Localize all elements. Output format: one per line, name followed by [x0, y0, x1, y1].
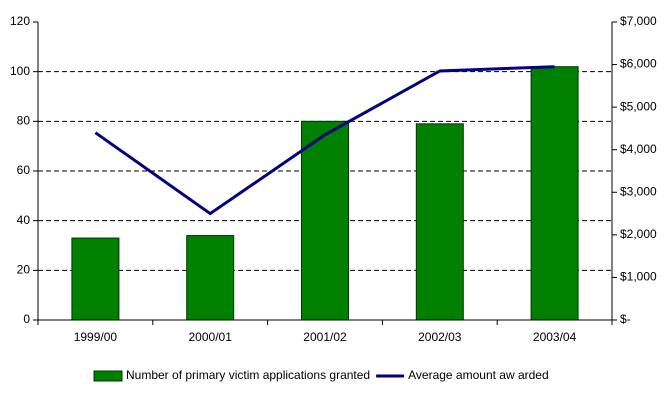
y-tick-label: 40 [17, 213, 31, 227]
line [94, 65, 555, 216]
x-tick-label: 2001/02 [303, 330, 347, 344]
y2-tick-label: $3,000 [620, 184, 657, 198]
y-tick-label: 60 [17, 163, 31, 177]
y2-tick-label: $2,000 [620, 227, 657, 241]
bar [530, 66, 579, 321]
y2-tick-label: $5,000 [620, 99, 657, 113]
bar [301, 120, 349, 321]
legend-swatch [93, 370, 123, 382]
y2-tick-label: $6,000 [620, 57, 657, 71]
x-tick-label: 1999/00 [74, 330, 118, 344]
x-tick-label: 2003/04 [533, 330, 577, 344]
y2-tick-label: $7,000 [620, 14, 657, 28]
y2-tick-label: $- [620, 312, 631, 326]
bar [71, 237, 120, 321]
x-tick-label: 2002/03 [418, 330, 462, 344]
y-tick-label: 80 [17, 114, 31, 128]
legend-label: Number of primary victim applications gr… [126, 368, 370, 382]
bar [186, 235, 235, 321]
legend-label: Average amount aw arded [408, 368, 549, 382]
bar [415, 123, 464, 321]
y-tick-label: 20 [17, 263, 31, 277]
y-tick-label: 120 [10, 14, 30, 28]
y2-tick-label: $4,000 [620, 142, 657, 156]
y-tick-label: 100 [10, 64, 30, 78]
y-tick-label: 0 [23, 312, 30, 326]
y2-tick-label: $1,000 [620, 270, 657, 284]
x-tick-label: 2000/01 [189, 330, 233, 344]
